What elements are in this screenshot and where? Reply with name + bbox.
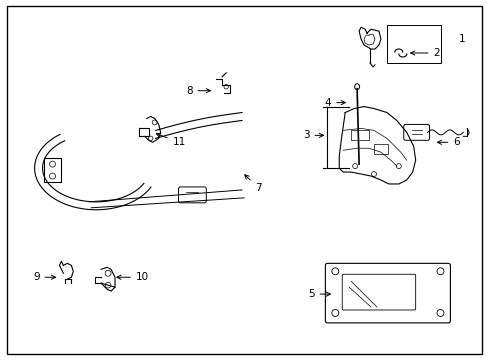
Ellipse shape [354, 84, 359, 90]
Text: 2: 2 [410, 48, 439, 58]
Text: 11: 11 [156, 133, 185, 147]
Text: 6: 6 [436, 137, 459, 147]
Text: 10: 10 [117, 272, 149, 282]
Text: 7: 7 [244, 175, 261, 193]
Bar [373, 144, 387, 154]
Text: 1: 1 [457, 34, 464, 44]
Text: 4: 4 [324, 98, 345, 108]
Bar [386, 25, 441, 63]
Bar [350, 130, 368, 140]
Text: 8: 8 [185, 86, 210, 96]
Text: 9: 9 [33, 272, 56, 282]
Text: 3: 3 [302, 130, 323, 140]
Text: 5: 5 [307, 289, 330, 299]
